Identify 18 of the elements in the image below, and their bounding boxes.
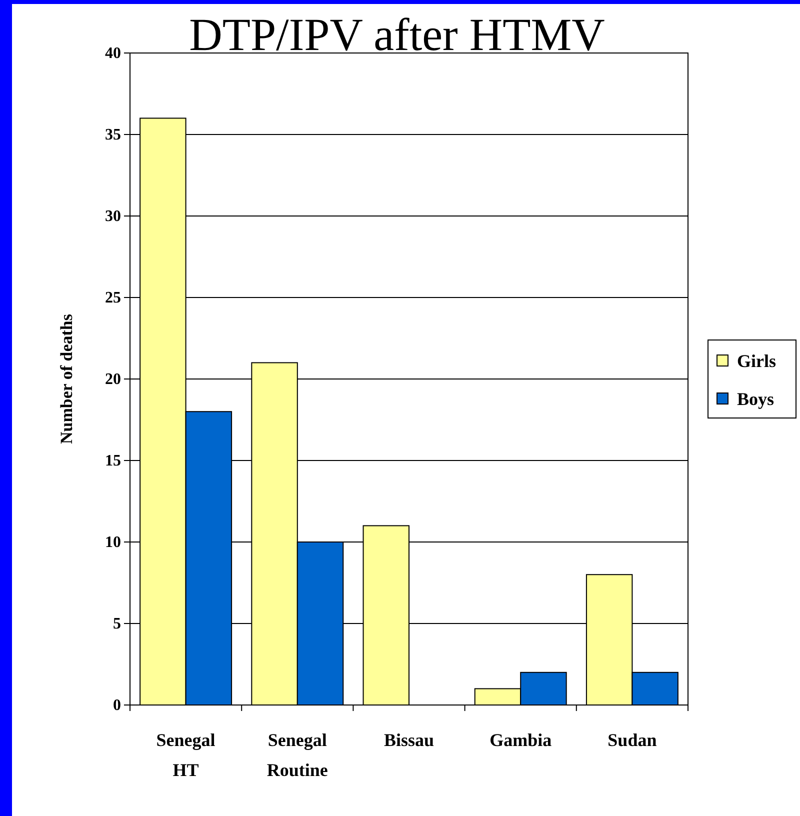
x-tick-label: Sudan <box>608 730 657 750</box>
y-tick-label: 5 <box>113 616 121 633</box>
y-tick-label: 40 <box>105 45 121 62</box>
x-tick-label: Bissau <box>384 730 434 750</box>
x-tick-label: Senegal Routine <box>266 730 328 780</box>
y-tick-label: 15 <box>105 452 121 470</box>
x-tick-label: Senegal HT <box>156 730 216 780</box>
y-tick-label: 0 <box>113 697 121 714</box>
y-tick-label: 20 <box>105 371 121 388</box>
chart-title: DTP/IPV after HTMV <box>189 9 605 60</box>
y-axis-title: Number of deaths <box>57 314 76 444</box>
y-tick-label: 10 <box>105 534 121 552</box>
legend-label: Boys <box>737 389 774 409</box>
y-tick-label: 25 <box>105 290 121 307</box>
legend-label: Girls <box>737 351 776 371</box>
x-tick-label: Gambia <box>490 730 552 750</box>
y-tick-label: 30 <box>105 208 121 226</box>
y-tick-label: 35 <box>105 126 121 144</box>
